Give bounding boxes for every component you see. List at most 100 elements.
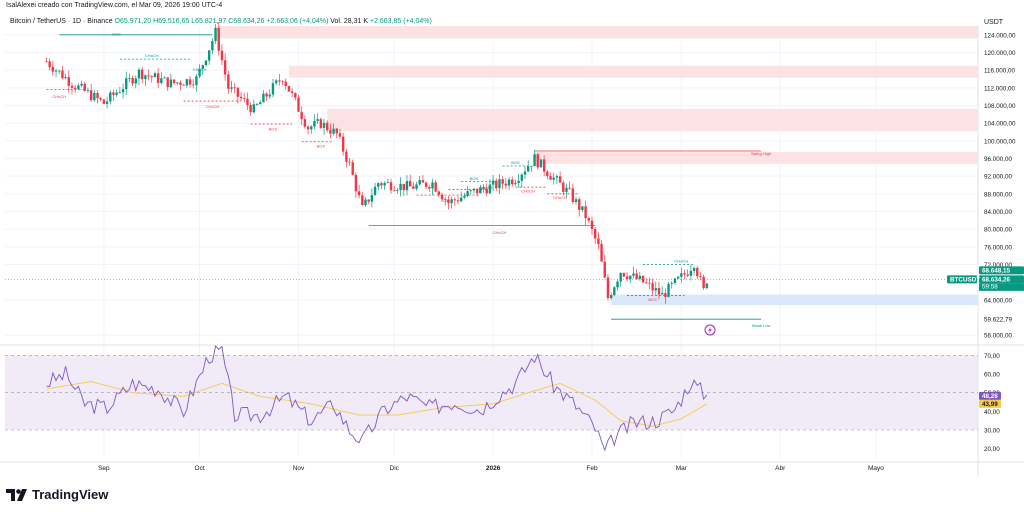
rsi-tick-label: 60,00 [984, 372, 1000, 379]
candle-down [140, 69, 144, 80]
candle-down [188, 79, 192, 85]
candle-down [664, 293, 667, 298]
candle-up [555, 176, 559, 178]
candle-down [625, 276, 629, 279]
price-tick-label: 76.000,00 [984, 244, 1013, 251]
candle-up [533, 154, 536, 167]
candle-up [105, 101, 109, 104]
candle-down [495, 180, 498, 189]
candle-up [54, 70, 58, 72]
candle-up [507, 179, 511, 186]
candle-down [233, 87, 236, 89]
candle-up [609, 295, 613, 298]
candle-down [239, 96, 243, 99]
structure-label: Swing High [751, 151, 771, 156]
symbol-name[interactable]: Bitcoin / TetherUS · 1D · Binance [10, 18, 113, 25]
volume-value: Vol. 28,31 K [330, 18, 369, 25]
price-tick-label: 72.000,00 [984, 262, 1013, 269]
candle-up [364, 199, 367, 206]
x-tick-label: Feb [586, 465, 598, 472]
candle-down [590, 220, 594, 230]
currency-label[interactable]: USDT [984, 19, 1004, 26]
structure-label: BOS [317, 144, 326, 149]
candle-up [255, 104, 259, 106]
candle-up [415, 184, 418, 189]
candle-up [469, 190, 472, 192]
candle-up [214, 27, 217, 42]
candle-down [112, 92, 115, 95]
structure-label: CHoCH [521, 188, 535, 193]
candle-up [80, 83, 83, 86]
rsi-line [46, 345, 708, 452]
candle-down [593, 229, 597, 239]
candle-down [354, 174, 358, 192]
candle-down [351, 162, 354, 175]
price-tick-label: 92.000,00 [984, 174, 1013, 181]
candle-down [437, 191, 441, 195]
candle-down [635, 273, 638, 279]
candle-down [172, 79, 176, 83]
candle-down [600, 243, 603, 262]
candle-up [185, 79, 189, 86]
candle-up [654, 288, 657, 291]
candle-up [463, 195, 466, 198]
price-tick-label: 96.000,00 [984, 156, 1013, 163]
candle-down [348, 161, 351, 163]
last-price-label: 68.648,15 [982, 268, 1011, 275]
candle-down [584, 206, 587, 219]
x-tick-label: Oct [195, 465, 205, 472]
candle-down [568, 187, 571, 189]
candle-up [268, 94, 271, 97]
candle-down [428, 186, 431, 189]
candle-down [51, 67, 55, 72]
candle-down [83, 83, 86, 91]
x-tick-label: Abr [775, 465, 786, 472]
x-tick-label: Nov [293, 465, 305, 472]
rsi-ma-label-bg [979, 399, 1001, 408]
candle-up [370, 195, 374, 202]
structure-label: BOS [269, 126, 278, 131]
candle-down [192, 84, 195, 86]
candle-up [520, 174, 524, 181]
symbol-tag-bg [947, 275, 977, 284]
candle-down [641, 275, 645, 283]
candle-down [402, 183, 405, 191]
candle-up [316, 119, 319, 121]
rsi-ma-label: 43,99 [982, 401, 998, 408]
candle-up [660, 293, 664, 295]
symbol-tag: BTCUSDT [950, 277, 980, 284]
price-tick-label: 108.000,00 [984, 103, 1016, 110]
candle-down [306, 126, 310, 130]
candle-up [262, 93, 265, 103]
supply-zone [327, 109, 978, 132]
x-tick-label: Mar [676, 465, 688, 472]
candle-up [377, 183, 380, 187]
candle-down [156, 73, 160, 83]
candle-down [408, 181, 412, 187]
candle-up [418, 180, 421, 185]
last-price-label-bg [979, 266, 1024, 275]
candle-up [207, 50, 211, 61]
candle-up [405, 181, 409, 191]
axes: Sep Oct Nov Dic 2026 Feb Mar Abr Mayo 124.000,00 1… [98, 32, 1024, 472]
price-tick-label: 64.000,00 [984, 297, 1013, 304]
candle-down [335, 128, 338, 134]
x-tick-label: Sep [98, 465, 110, 472]
price-tick-label: 120.000,00 [984, 50, 1016, 57]
structure-label: BOS [511, 160, 520, 165]
candle-down [246, 98, 249, 106]
candle-down [278, 80, 281, 82]
candle-down [578, 199, 581, 210]
candle-down [147, 75, 150, 77]
rsi-tick-label: 40,00 [984, 409, 1000, 416]
candle-up [121, 89, 125, 93]
supply-zone [534, 151, 978, 164]
ohlc-high: H69.516,65 [153, 18, 190, 25]
candle-down [243, 98, 246, 100]
x-tick-label: Mayo [868, 465, 884, 472]
candle-up [332, 128, 335, 134]
candle-down [587, 218, 590, 221]
candle-down [542, 159, 546, 172]
candle-down [504, 183, 508, 186]
